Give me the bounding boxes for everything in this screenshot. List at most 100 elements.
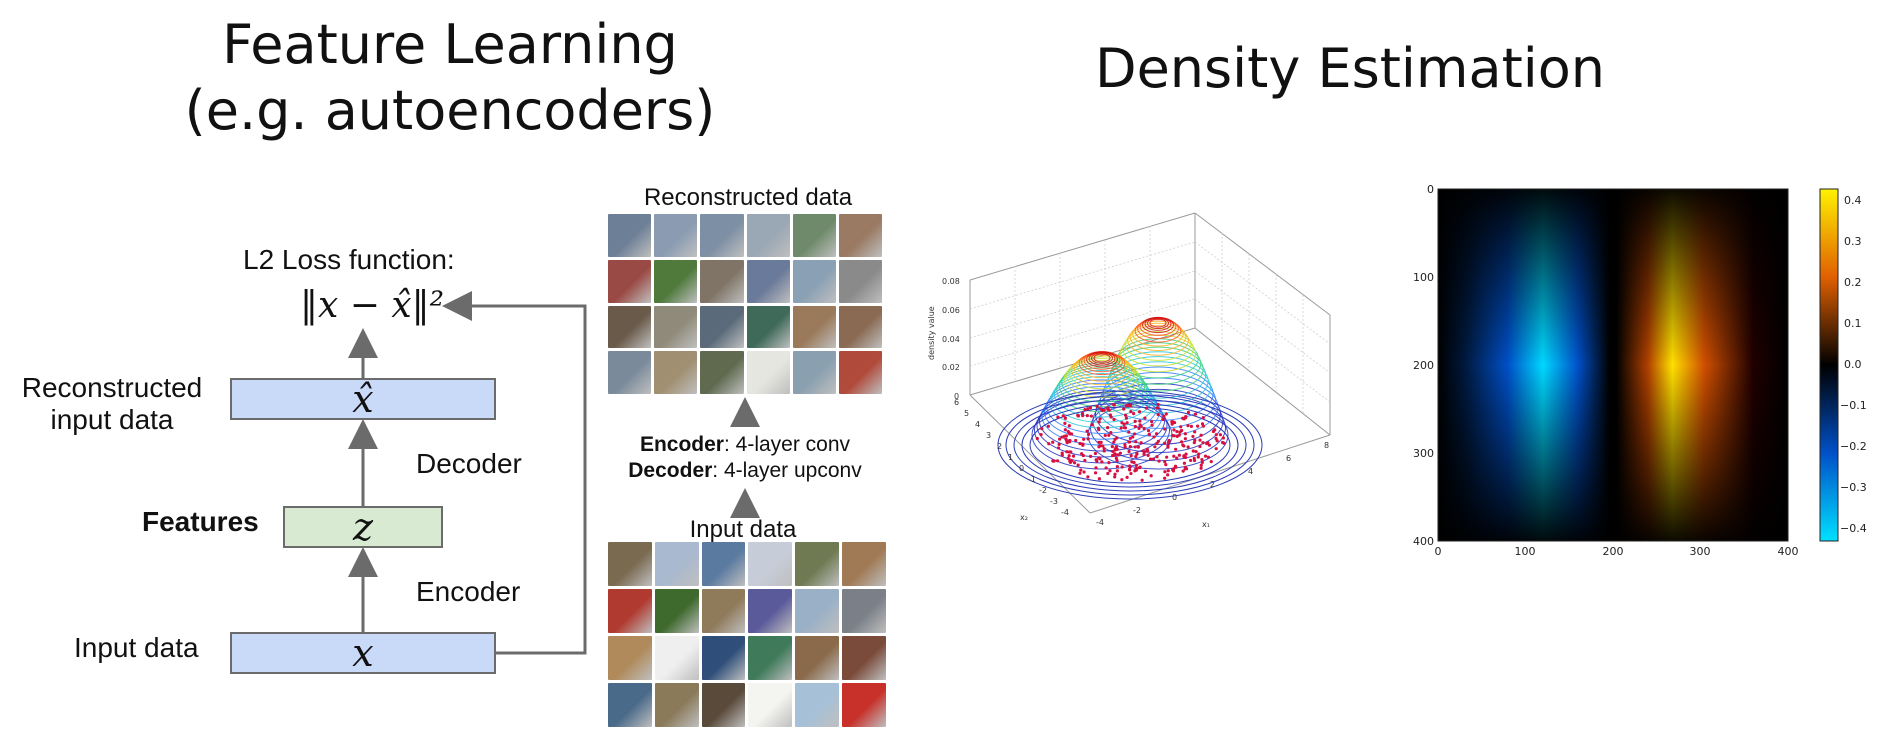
arrow-input-to-loss	[442, 291, 587, 655]
density-sample-point	[1201, 424, 1205, 428]
density-sample-point	[1153, 445, 1157, 449]
x1-tick: 4	[1248, 467, 1253, 476]
density-sample-point	[1039, 432, 1043, 437]
density-sample-point	[1068, 440, 1072, 444]
reconstructed-image-thumb	[654, 305, 698, 349]
density-sample-point	[1056, 415, 1060, 419]
x1-tick: 6	[1286, 454, 1291, 463]
reconstructed-data-title: Reconstructed data	[643, 184, 853, 211]
density-sample-point	[1112, 453, 1116, 457]
density-sample-point	[1095, 404, 1099, 409]
density-sample-point	[1183, 432, 1187, 436]
density-contour	[1102, 366, 1214, 422]
input-image-thumb	[608, 683, 652, 727]
density-sample-point	[1082, 437, 1086, 441]
density-sample-point	[1112, 402, 1116, 407]
density-sample-point	[1089, 414, 1093, 418]
encoder-decoder-caption: Encoder: 4-layer conv Decoder: 4-layer u…	[600, 432, 890, 484]
density-sample-point	[1145, 406, 1149, 410]
density-sample-point	[1172, 428, 1176, 432]
density-sample-point	[1206, 455, 1211, 459]
heatmap-plot: 0 100 200 300 400 0 100 200 300 400 0.4 …	[1413, 183, 1867, 558]
y-tick: 400	[1413, 535, 1434, 548]
density-sample-point	[1186, 445, 1190, 449]
density-sample-point	[1174, 447, 1178, 451]
density-sample-point	[1207, 443, 1212, 447]
density-sample-point	[1141, 449, 1145, 453]
density-sample-point	[1150, 419, 1154, 424]
density-sample-point	[1218, 433, 1223, 437]
y-tick: 200	[1413, 359, 1434, 372]
density-sample-point	[1139, 441, 1143, 445]
x1-tick: 2	[1210, 480, 1215, 489]
density-sample-point	[1132, 432, 1137, 436]
colorbar-ticks: 0.4 0.3 0.2 0.1 0.0 −0.1 −0.2 −0.3 −0.4	[1840, 194, 1867, 535]
density-sample-point	[1100, 460, 1104, 464]
density-sample-point	[1083, 407, 1087, 412]
feature-learning-title-line2: (e.g. autoencoders)	[184, 79, 716, 142]
density-sample-point	[1211, 429, 1216, 434]
density-sample-point	[1156, 412, 1160, 417]
density-sample-point	[1085, 429, 1089, 433]
density-sample-point	[1138, 419, 1142, 423]
density-sample-point	[1164, 463, 1168, 467]
x-tick: 0	[1435, 545, 1442, 558]
loss-function-title: L2 Loss function:	[243, 244, 455, 275]
density-sample-point	[1142, 452, 1146, 456]
input-image-thumb	[748, 636, 793, 680]
density-sample-point	[1093, 451, 1098, 456]
density-sample-point	[1081, 442, 1085, 446]
x1-tick: -4	[1096, 518, 1104, 527]
density-sample-point	[1071, 454, 1076, 458]
density-sample-point	[1163, 441, 1167, 445]
feature-learning-title-line1: Feature Learning	[222, 13, 678, 76]
density-sample-point	[1055, 459, 1060, 463]
density-sample-point	[1183, 455, 1188, 460]
density-sample-point	[1157, 459, 1161, 463]
heatmap-x-ticks: 0 100 200 300 400	[1435, 545, 1799, 558]
density-sample-point	[1132, 412, 1136, 416]
density-sample-point	[1120, 421, 1124, 425]
density-sample-point	[1078, 471, 1082, 475]
x-tick: 400	[1778, 545, 1799, 558]
density-sample-point	[1147, 432, 1151, 437]
x2-axis-label: x₂	[1020, 513, 1028, 522]
density-sample-point	[1163, 470, 1167, 474]
density-sample-point	[1163, 427, 1167, 431]
density-sample-point	[1126, 403, 1131, 408]
density-sample-point	[1182, 461, 1187, 465]
density-contour	[1071, 354, 1133, 386]
colorbar-tick: 0.3	[1844, 235, 1862, 248]
density-sample-point	[1193, 430, 1197, 434]
density-sample-point	[1067, 424, 1071, 428]
density-sample-point	[1186, 424, 1190, 428]
density-sample-point	[1112, 440, 1116, 444]
x1-tick: -2	[1133, 506, 1141, 515]
encoder-caption-line: Encoder: 4-layer conv	[600, 432, 890, 458]
density-sample-point	[1192, 458, 1197, 463]
reconstructed-image-thumb	[608, 214, 652, 257]
density-sample-point	[1197, 452, 1201, 456]
density-sample-point	[1140, 478, 1144, 482]
density-sample-point	[1129, 471, 1133, 476]
density-contour	[1066, 357, 1138, 394]
density-sample-point	[1108, 469, 1112, 473]
density-sample-point	[1151, 457, 1156, 461]
density-sample-point	[1189, 424, 1194, 429]
density-3d-x1-ticks: -4 -2 0 2 4 6 8	[1096, 441, 1329, 527]
density-sample-point	[1198, 438, 1202, 442]
density-3d-plot: 0.08 0.06 0.04 0.02 0 density value 6 5 …	[927, 212, 1331, 529]
density-sample-point	[1174, 465, 1178, 469]
colorbar-tick: 0.2	[1844, 276, 1862, 289]
reconstructed-image-thumb	[700, 351, 744, 394]
density-contour	[1144, 316, 1172, 331]
density-sample-point	[1097, 428, 1101, 432]
density-sample-point	[1201, 415, 1205, 420]
input-x-box: x	[230, 631, 496, 675]
density-sample-point	[1101, 444, 1105, 448]
density-sample-point	[1131, 435, 1135, 439]
density-sample-point	[1102, 449, 1106, 453]
density-sample-point	[1081, 453, 1085, 458]
density-sample-point	[1103, 433, 1107, 438]
